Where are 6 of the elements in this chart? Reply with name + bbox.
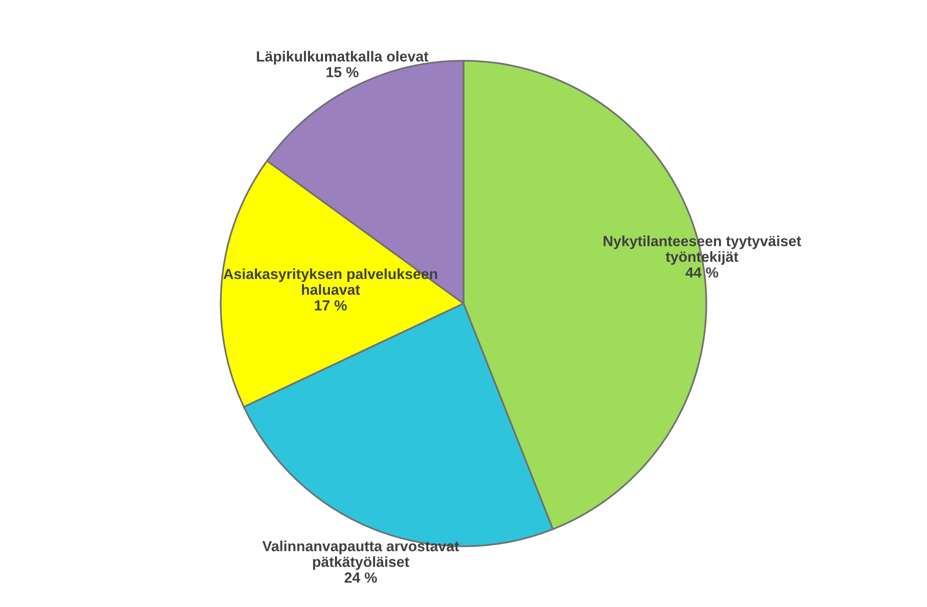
- data-label: 17 %: [314, 300, 347, 311]
- slice-label: Läpikulkumatkalla olevat: [256, 50, 428, 64]
- slice-label: Valinnanvapautta arvostavat pätkätyöläiset: [262, 540, 460, 570]
- data-label: 15 %: [326, 67, 358, 78]
- data-label: 24 %: [344, 572, 377, 583]
- data-label: 44 %: [686, 267, 718, 278]
